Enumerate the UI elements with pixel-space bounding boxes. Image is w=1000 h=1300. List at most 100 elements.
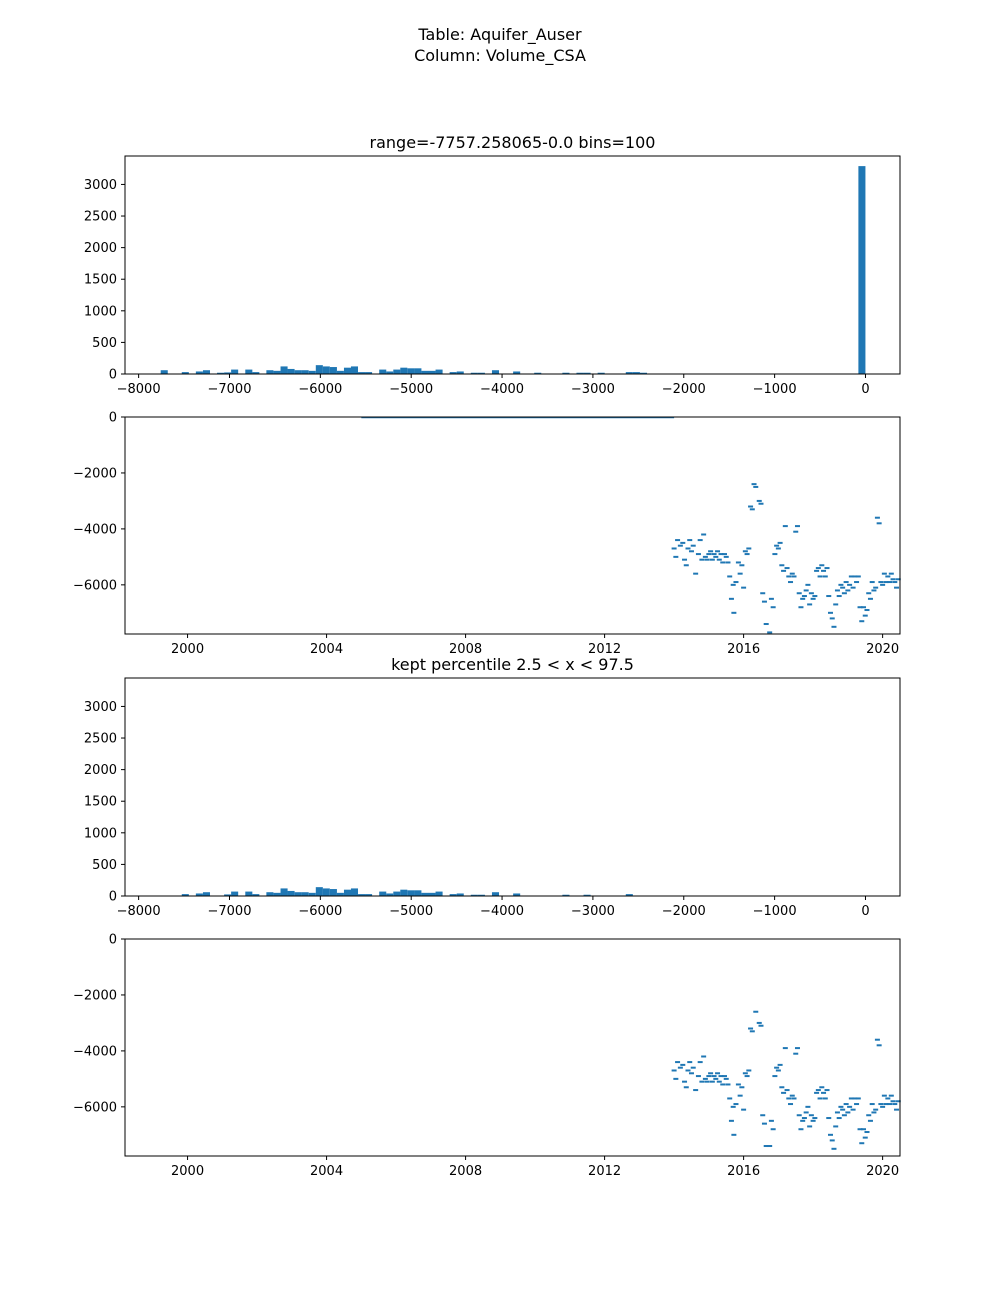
x-tick-label: 2016 — [727, 1164, 760, 1179]
scatter-point — [890, 578, 896, 581]
scatter-point — [760, 1114, 766, 1117]
scatter-point — [715, 1072, 721, 1075]
scatter-point — [857, 1128, 863, 1131]
scatter-point — [753, 485, 759, 488]
scatter-point — [845, 1111, 851, 1114]
scatter-point — [782, 1047, 788, 1050]
y-tick-label: −6000 — [73, 578, 117, 593]
scatter-point — [854, 581, 860, 584]
y-tick-label: 0 — [109, 890, 117, 905]
scatter-point — [833, 603, 839, 606]
scatter-point — [671, 547, 677, 550]
histogram-bar — [350, 366, 359, 374]
histogram-bar — [280, 366, 288, 374]
axes-frame — [124, 416, 901, 635]
scatter-point — [683, 564, 689, 567]
histogram-bar — [379, 369, 387, 374]
scatter-point — [713, 1077, 719, 1080]
scatter-point — [807, 1125, 813, 1128]
scatter-point — [767, 631, 773, 634]
scatter-point — [852, 1097, 858, 1100]
scatter-point — [688, 550, 694, 553]
scatter-point — [793, 530, 799, 533]
histogram-bar — [365, 372, 373, 374]
y-tick-label: −4000 — [73, 522, 117, 537]
scatter-point — [746, 547, 752, 550]
scatter-point — [761, 600, 767, 603]
scatter-point — [894, 586, 900, 589]
scatter-point — [867, 597, 873, 600]
histogram-bar — [301, 892, 309, 896]
histogram-bar — [477, 894, 485, 896]
scatter-point — [861, 1128, 867, 1131]
scatter-point — [812, 595, 818, 598]
scatter-point — [819, 564, 825, 567]
scatter-point — [838, 1105, 844, 1108]
histogram-bar — [513, 893, 521, 896]
y-tick-label: 500 — [92, 858, 117, 873]
scatter-point — [779, 1086, 785, 1089]
histogram-bar — [308, 370, 316, 374]
scatter-point — [706, 1075, 712, 1078]
histogram-bar — [266, 370, 274, 374]
scatter-point — [744, 1075, 750, 1078]
scatter-point — [798, 1128, 804, 1131]
scatter-point — [723, 555, 729, 558]
scatter-point — [725, 1083, 731, 1086]
scatter-point — [821, 1091, 827, 1094]
x-tick-label: −2000 — [662, 904, 706, 919]
scatter-point — [847, 1105, 853, 1108]
scatter-point — [680, 1063, 686, 1066]
scatter-point — [805, 583, 811, 586]
scatter-point — [758, 1024, 764, 1027]
scatter-point — [841, 592, 847, 595]
y-tick-label: 1000 — [84, 304, 117, 319]
scatter-point — [737, 1094, 743, 1097]
scatter-point — [699, 1080, 705, 1083]
scatter-point — [702, 1077, 708, 1080]
scatter-point — [680, 541, 686, 544]
histogram-bar — [477, 372, 485, 374]
scatter-point — [800, 597, 806, 600]
histogram-bar — [266, 892, 274, 896]
histogram-panel-kept: kept percentile 2.5 < x < 97.5 −8000 −7000… — [84, 655, 901, 919]
scatter-point — [867, 1119, 873, 1122]
histogram-bar — [583, 372, 591, 374]
scatter-point — [793, 1052, 799, 1055]
y-tick-label: 3000 — [84, 700, 117, 715]
scatter-point — [887, 581, 893, 584]
histogram-bar — [534, 372, 542, 374]
scatter-point — [673, 555, 679, 558]
scatter-point — [711, 553, 717, 556]
scatter-point — [721, 1075, 727, 1078]
x-tick-label: −1000 — [753, 382, 797, 397]
histogram-bar — [252, 372, 260, 374]
timeseries-panel-full: 2000 2004 2008 2012 2016 2020 0 −2000 −4000 −6000 — [73, 411, 901, 657]
histogram-bar — [858, 166, 866, 374]
scatter-point — [831, 625, 837, 628]
scatter-point — [733, 1103, 739, 1106]
scatter-point — [677, 1066, 683, 1069]
scatter-point — [753, 1010, 759, 1013]
scatter-point — [834, 589, 840, 592]
histogram-bar — [231, 369, 239, 374]
scatter-point — [805, 1105, 811, 1108]
scatter-point — [878, 1103, 884, 1106]
y-tick-label: 3000 — [84, 178, 117, 193]
panel-title: kept percentile 2.5 < x < 97.5 — [391, 655, 634, 674]
scatter-point — [756, 1021, 762, 1024]
x-tick-label: 2020 — [866, 642, 899, 657]
scatter-point — [812, 1117, 818, 1120]
scatter-point — [690, 544, 696, 547]
scatter-point — [862, 614, 868, 617]
scatter-point — [711, 1075, 717, 1078]
scatter-point — [756, 499, 762, 502]
histogram-bar — [470, 894, 478, 896]
y-tick-label: 0 — [109, 411, 117, 426]
histogram-bar — [358, 894, 366, 896]
scatter-point — [890, 1100, 896, 1103]
histogram-bar — [294, 892, 302, 896]
histogram-bar — [414, 890, 422, 896]
scatter-point — [784, 1089, 790, 1092]
scatter-point — [737, 572, 743, 575]
